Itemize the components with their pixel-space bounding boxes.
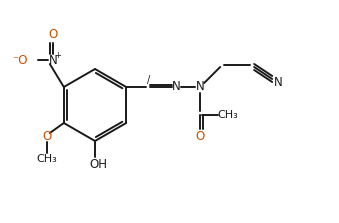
Text: CH₃: CH₃	[37, 154, 57, 164]
Text: CH₃: CH₃	[218, 110, 239, 120]
Text: N: N	[274, 76, 282, 89]
Text: N: N	[172, 81, 181, 93]
Text: O: O	[196, 130, 205, 143]
Text: N: N	[48, 54, 57, 66]
Text: +: +	[54, 50, 61, 60]
Text: /: /	[146, 75, 150, 85]
Text: ⁻O: ⁻O	[12, 54, 28, 66]
Text: N: N	[196, 81, 204, 93]
Text: O: O	[42, 130, 52, 143]
Text: OH: OH	[89, 157, 107, 171]
Text: O: O	[48, 29, 57, 41]
